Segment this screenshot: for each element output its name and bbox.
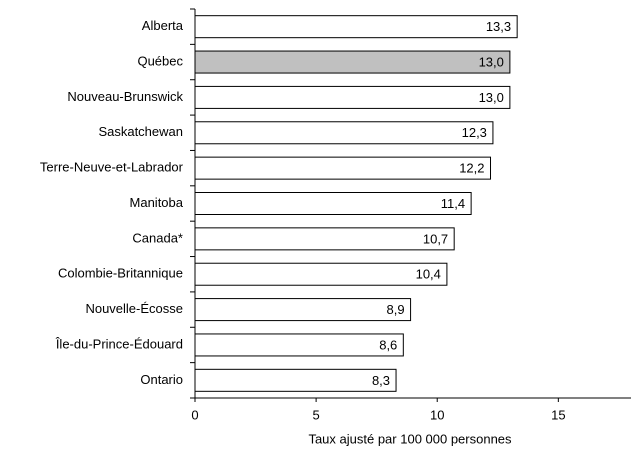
value-label: 10,7 xyxy=(423,231,448,246)
category-label: Alberta xyxy=(142,18,184,33)
bar xyxy=(194,262,448,286)
x-tick-label: 0 xyxy=(191,407,198,422)
category-label: Québec xyxy=(137,53,183,68)
x-tick-label: 15 xyxy=(551,407,565,422)
category-label: Manitoba xyxy=(130,195,184,210)
bar xyxy=(194,15,518,39)
value-label: 12,2 xyxy=(459,161,484,176)
x-tick-label: 10 xyxy=(430,407,444,422)
category-label: Nouveau-Brunswick xyxy=(67,89,183,104)
value-label: 8,9 xyxy=(386,302,404,317)
category-label: Saskatchewan xyxy=(98,124,183,139)
x-axis-label: Taux ajusté par 100 000 personnes xyxy=(308,431,512,446)
bar xyxy=(194,298,412,322)
x-tick-label: 5 xyxy=(312,407,319,422)
bar xyxy=(194,121,494,145)
category-label: Ontario xyxy=(140,372,183,387)
value-label: 8,6 xyxy=(379,337,397,352)
category-label: Île-du-Prince-Édouard xyxy=(55,336,183,351)
value-label: 11,4 xyxy=(441,196,465,211)
category-label: Terre-Neuve-et-Labrador xyxy=(40,160,184,175)
bar xyxy=(194,85,511,109)
bar xyxy=(194,333,404,357)
bar xyxy=(194,368,397,392)
value-label: 13,0 xyxy=(479,54,504,69)
bar xyxy=(194,50,511,74)
bar xyxy=(194,227,455,251)
category-label: Colombie-Britannique xyxy=(58,266,183,281)
value-label: 13,3 xyxy=(486,19,511,34)
bar xyxy=(194,192,472,215)
bar xyxy=(194,156,492,180)
category-label: Nouvelle-Écosse xyxy=(85,301,183,316)
category-label: Canada* xyxy=(132,230,183,245)
value-label: 8,3 xyxy=(372,373,390,388)
value-label: 12,3 xyxy=(462,125,487,140)
value-label: 10,4 xyxy=(416,267,441,282)
value-label: 13,0 xyxy=(479,90,504,105)
